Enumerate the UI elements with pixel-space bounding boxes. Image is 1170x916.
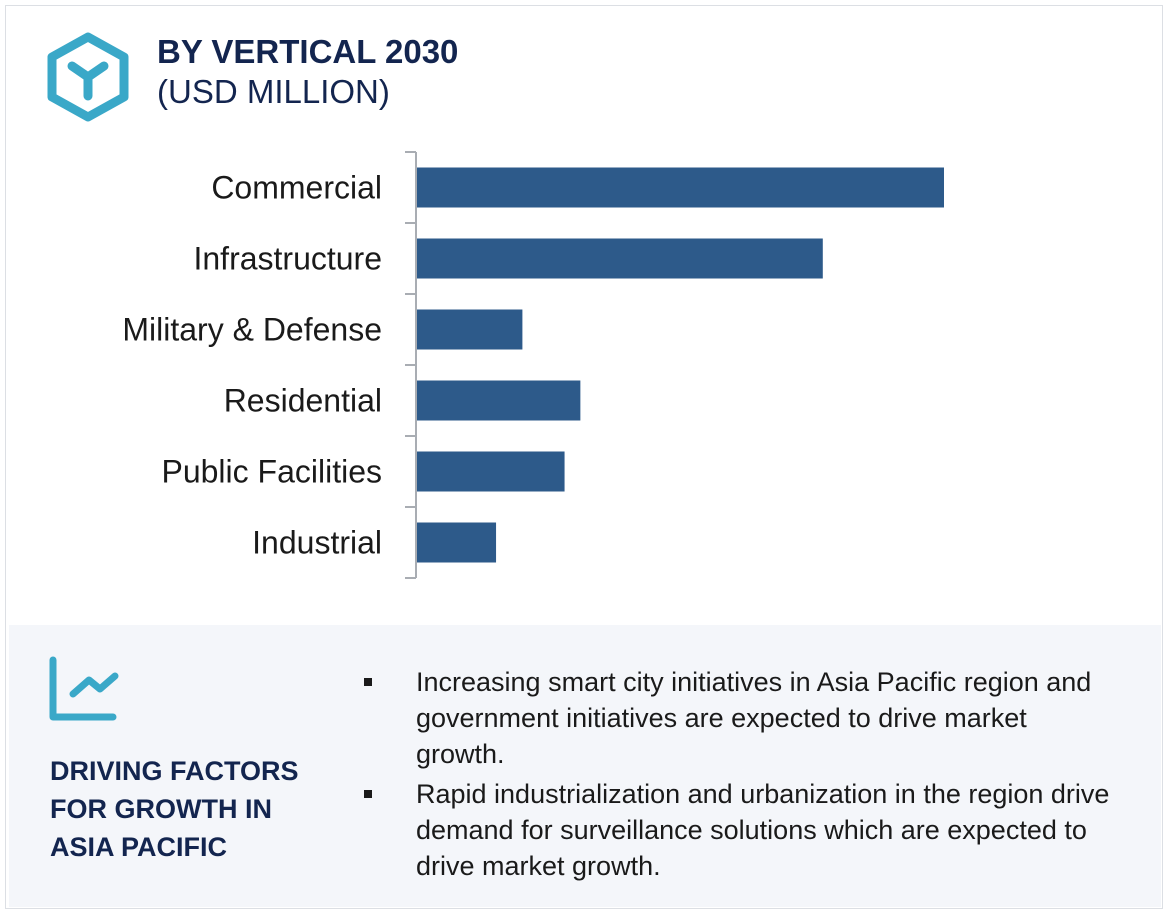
driving-factors-heading: DRIVING FACTORS FOR GROWTH IN ASIA PACIF…	[50, 752, 299, 866]
bar-military-defense	[417, 309, 523, 350]
bar-industrial	[417, 522, 497, 563]
bullet-square-icon	[364, 790, 372, 798]
category-label: Military & Defense	[122, 312, 382, 348]
driving-factors-panel	[9, 625, 1161, 907]
bar-commercial	[417, 167, 944, 208]
heading-line: FOR GROWTH IN	[50, 794, 272, 824]
bar-residential	[417, 380, 581, 421]
category-label: Residential	[224, 383, 382, 419]
hexagon-y-icon	[47, 32, 129, 122]
list-item: Rapid industrialization and urbanization…	[360, 776, 1120, 884]
bullet-text: Increasing smart city initiatives in Asi…	[416, 667, 1092, 769]
bullet-square-icon	[364, 678, 372, 686]
bar-infrastructure	[417, 238, 823, 279]
bar-public-facilities	[417, 451, 565, 492]
category-label: Commercial	[211, 170, 382, 206]
driving-factors-list: Increasing smart city initiatives in Asi…	[360, 664, 1120, 888]
category-label: Industrial	[252, 525, 382, 561]
heading-line: DRIVING FACTORS	[50, 756, 299, 786]
chart-title: BY VERTICAL 2030	[157, 33, 459, 70]
bullet-text: Rapid industrialization and urbanization…	[416, 779, 1110, 881]
heading-line: ASIA PACIFIC	[50, 832, 228, 862]
category-label: Infrastructure	[193, 241, 382, 277]
bar-chart: Commercial Infrastructure Military & Defen…	[122, 151, 944, 579]
chart-title-block: BY VERTICAL 2030 (USD MILLION)	[157, 32, 458, 112]
line-chart-trend-icon	[49, 656, 119, 721]
category-label: Public Facilities	[161, 454, 382, 490]
list-item: Increasing smart city initiatives in Asi…	[360, 664, 1120, 772]
chart-subtitle: (USD MILLION)	[157, 73, 390, 110]
card-frame	[5, 5, 1163, 909]
